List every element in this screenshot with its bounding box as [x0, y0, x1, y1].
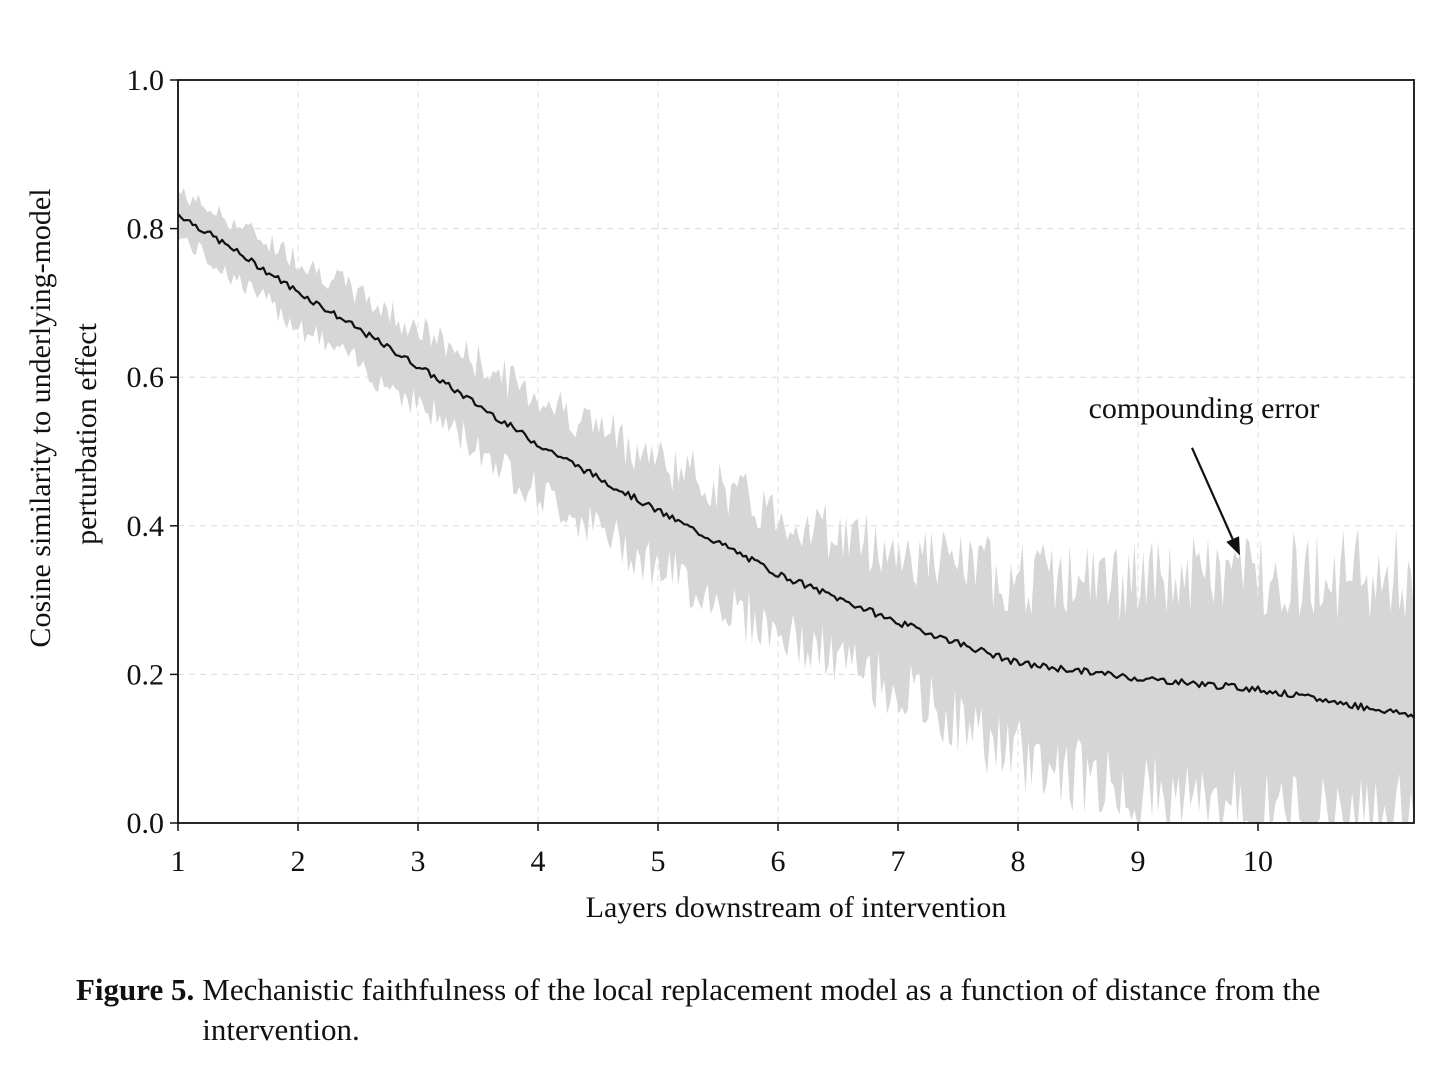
annotation: compounding error	[1089, 392, 1320, 556]
figure-caption: Figure 5. Mechanistic faithfulness of the…	[76, 970, 1406, 1050]
annotation-arrow	[1190, 447, 1234, 540]
line-chart: 1 2 3 4 5 6 7 8 9 10 0.0 0.2 0.4 0.6 0.8 1.0 compoundin…	[24, 64, 1415, 924]
x-tick-label: 4	[531, 845, 546, 878]
y-tick-label: 0.0	[127, 807, 165, 840]
error-band	[178, 187, 1414, 823]
y-axis-label-line2: perturbation effect	[70, 322, 103, 545]
mean-line	[177, 213, 1415, 719]
x-tick-label: 1	[171, 845, 186, 878]
y-axis-label-line1: Cosine similarity to underlying-model	[24, 188, 57, 647]
x-tick-label: 3	[411, 845, 426, 878]
figure-label: Figure 5.	[76, 972, 195, 1007]
y-tick-label: 0.8	[127, 213, 165, 246]
y-tick-label: 0.2	[127, 658, 165, 691]
x-tick-label: 2	[291, 845, 306, 878]
figure-caption-text: Mechanistic faithfulness of the local re…	[202, 972, 1321, 1047]
x-tick-label: 9	[1131, 845, 1146, 878]
y-tick-label: 1.0	[127, 64, 165, 97]
y-tick-label: 0.4	[127, 510, 165, 543]
annotation-arrowhead	[1226, 536, 1240, 556]
axis-ticks: 1 2 3 4 5 6 7 8 9 10 0.0 0.2 0.4 0.6 0.8 1.0	[127, 64, 1274, 878]
x-tick-label: 6	[771, 845, 786, 878]
x-axis-label: Layers downstream of intervention	[586, 891, 1007, 924]
x-tick-label: 8	[1011, 845, 1026, 878]
y-tick-label: 0.6	[127, 361, 165, 394]
x-tick-label: 5	[651, 845, 666, 878]
annotation-text: compounding error	[1089, 392, 1320, 425]
x-tick-label: 7	[891, 845, 906, 878]
x-tick-label: 10	[1243, 845, 1273, 878]
plot-frame	[177, 79, 1415, 824]
